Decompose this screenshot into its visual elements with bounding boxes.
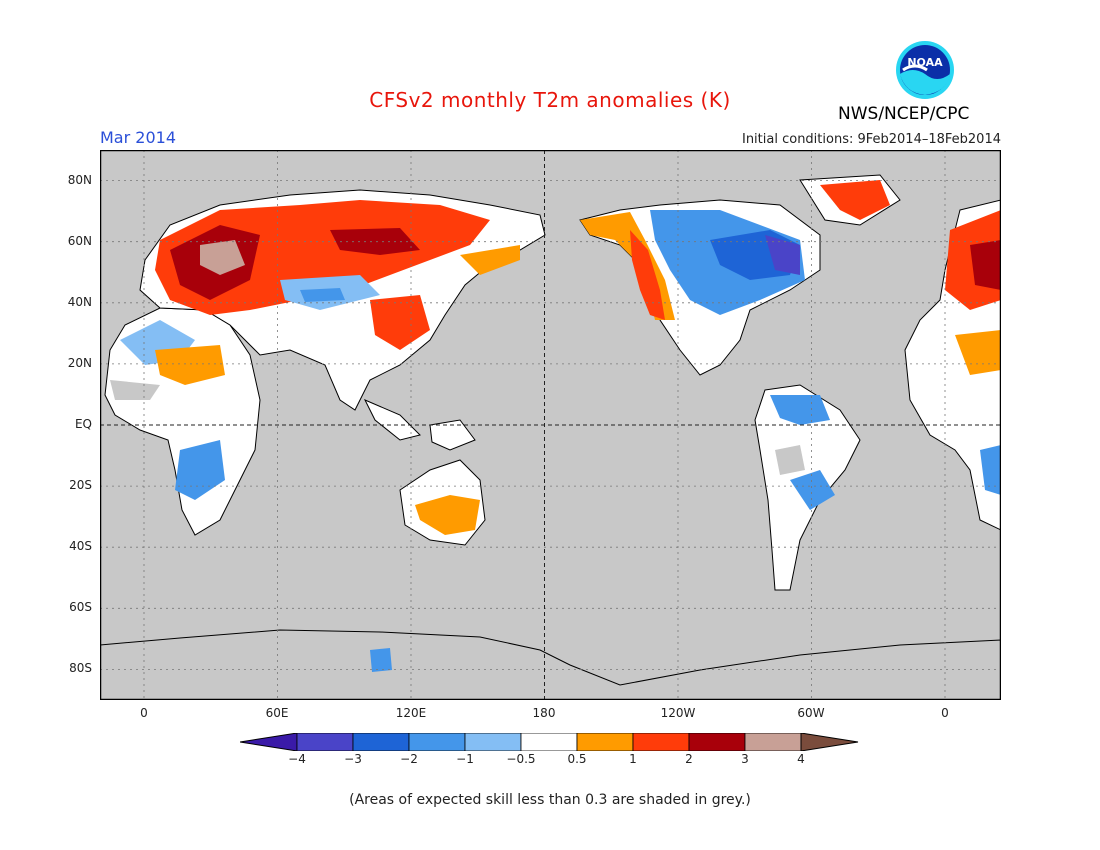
lat-label-40s: 40S — [69, 539, 92, 553]
maritime-continent — [363, 399, 476, 451]
australia-landmass — [399, 459, 486, 546]
lon-label-0: 0 — [140, 706, 148, 720]
lat-label-20s: 20S — [69, 478, 92, 492]
south-america-landmass — [754, 384, 861, 591]
colorbar-segment — [576, 733, 634, 751]
forecast-month: Mar 2014 — [100, 128, 176, 147]
initial-conditions: Initial conditions: 9Feb2014–18Feb2014 — [741, 132, 1001, 147]
lat-label-eq: EQ — [74, 417, 92, 431]
colorbar-label: 1 — [629, 752, 637, 766]
antarctica-landmass — [100, 629, 1001, 700]
colorbar-label: −0.5 — [506, 752, 536, 766]
lat-label-20n: 20N — [67, 356, 92, 370]
colorbar-label: 0.5 — [567, 752, 587, 766]
lon-label-120e: 120E — [395, 706, 427, 720]
graticule — [100, 150, 1001, 700]
north-america-landmass — [579, 174, 901, 376]
lon-label-60e: 60E — [265, 706, 289, 720]
colorbar-segment — [520, 733, 578, 751]
lon-label-0-right: 0 — [941, 706, 949, 720]
lat-label-80n: 80N — [67, 173, 92, 187]
lat-label-60n: 60N — [67, 234, 92, 248]
colorbar-arrow-low — [240, 733, 298, 751]
noaa-logo: NOAA — [895, 40, 955, 100]
agency-label: NWS/NCEP/CPC — [838, 104, 970, 124]
colorbar-segment — [352, 733, 410, 751]
colorbar — [240, 733, 859, 751]
lon-label-60w: 60W — [797, 706, 825, 720]
logo-text: NOAA — [907, 56, 943, 69]
europe-right-landmass — [904, 199, 1001, 531]
colorbar-segment — [632, 733, 690, 751]
lat-label-60s: 60S — [69, 600, 92, 614]
colorbar-label: 3 — [741, 752, 749, 766]
colorbar-segment — [464, 733, 522, 751]
colorbar-arrow-high — [800, 733, 859, 751]
colorbar-segment — [408, 733, 466, 751]
lat-label-80s: 80S — [69, 661, 92, 675]
colorbar-segment — [296, 733, 354, 751]
africa-landmass — [104, 307, 261, 536]
lat-label-40n: 40N — [67, 295, 92, 309]
colorbar-label: 4 — [797, 752, 805, 766]
skill-note: (Areas of expected skill less than 0.3 a… — [349, 792, 751, 808]
eurasia-landmass — [139, 189, 546, 411]
map-frame — [100, 150, 1001, 700]
colorbar-segment — [688, 733, 746, 751]
anomaly-map — [100, 150, 1001, 700]
colorbar-label: −1 — [456, 752, 474, 766]
colorbar-label: −3 — [344, 752, 362, 766]
map-title: CFSv2 monthly T2m anomalies (K) — [369, 88, 731, 112]
colorbar-label: 2 — [685, 752, 693, 766]
lon-label-120w: 120W — [660, 706, 696, 720]
colorbar-label: −2 — [400, 752, 418, 766]
colorbar-label: −4 — [288, 752, 306, 766]
lon-label-180: 180 — [532, 706, 556, 720]
colorbar-segment — [744, 733, 802, 751]
